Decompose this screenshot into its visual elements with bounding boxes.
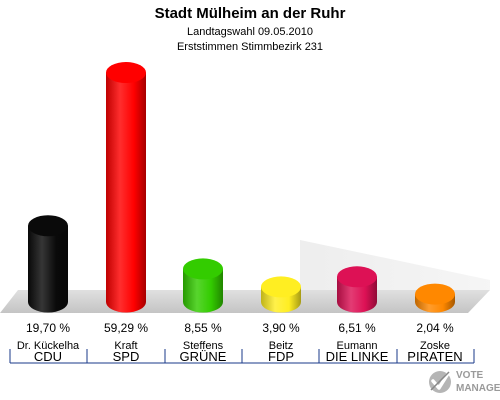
- value-label-linke: 6,51 %: [338, 321, 376, 335]
- candidate-labels: Dr. Kückelha Kraft Steffens Beitz Eumann…: [17, 340, 450, 352]
- chart-subtitle-district: Erststimmen Stimmbezirk 231: [177, 41, 323, 53]
- bar-top-piraten: [415, 283, 455, 305]
- party-label-piraten: PIRATEN: [407, 349, 462, 364]
- vote-manager-logo: VOTE MANAGER: [429, 370, 500, 394]
- logo-text-manager: MANAGER: [456, 383, 500, 394]
- candidate-label-cdu: Dr. Kückelha: [17, 340, 80, 352]
- bar-body-spd: [106, 72, 146, 313]
- party-label-fdp: FDP: [268, 349, 294, 364]
- value-label-gruene: 8,55 %: [184, 321, 222, 335]
- bar-top-gruene: [183, 258, 223, 280]
- bar-linke: [337, 266, 377, 313]
- value-label-spd: 59,29 %: [104, 321, 148, 335]
- bar-spd: [106, 62, 146, 313]
- value-label-piraten: 2,04 %: [416, 321, 454, 335]
- bars-layer: [28, 62, 455, 313]
- value-label-cdu: 19,70 %: [26, 321, 70, 335]
- value-label-fdp: 3,90 %: [262, 321, 300, 335]
- bar-piraten: [415, 283, 455, 313]
- candidate-label-gruene: Steffens: [183, 340, 224, 352]
- value-labels: 19,70 % 59,29 % 8,55 % 3,90 % 6,51 % 2,0…: [26, 321, 454, 335]
- chart-back-wall-shadow: [300, 240, 490, 290]
- bar-top-cdu: [28, 215, 68, 237]
- candidate-label-spd: Kraft: [114, 340, 137, 352]
- party-label-gruene: GRÜNE: [180, 349, 227, 364]
- party-label-linke: DIE LINKE: [326, 349, 389, 364]
- bar-fdp: [261, 276, 301, 313]
- bar-body-gruene: [183, 268, 223, 313]
- bar-top-linke: [337, 266, 377, 288]
- party-label-spd: SPD: [113, 349, 140, 364]
- category-axis: [9, 349, 475, 364]
- candidate-label-piraten: Zoske: [420, 340, 450, 352]
- chart-title: Stadt Mülheim an der Ruhr: [155, 5, 346, 22]
- bar-top-spd: [106, 62, 146, 84]
- bar-cdu: [28, 215, 68, 313]
- bar-body-cdu: [28, 225, 68, 313]
- candidate-label-linke: Eumann: [337, 340, 378, 352]
- candidate-label-fdp: Beitz: [269, 340, 293, 352]
- chart-subtitle-election: Landtagswahl 09.05.2010: [187, 26, 313, 38]
- logo-text-vote: VOTE: [456, 370, 484, 381]
- bar-gruene: [183, 258, 223, 313]
- party-label-cdu: CDU: [34, 349, 62, 364]
- bar-top-fdp: [261, 276, 301, 298]
- logo-check-icon: [429, 370, 451, 393]
- party-labels: CDU SPD GRÜNE FDP DIE LINKE PIRATEN: [34, 349, 463, 364]
